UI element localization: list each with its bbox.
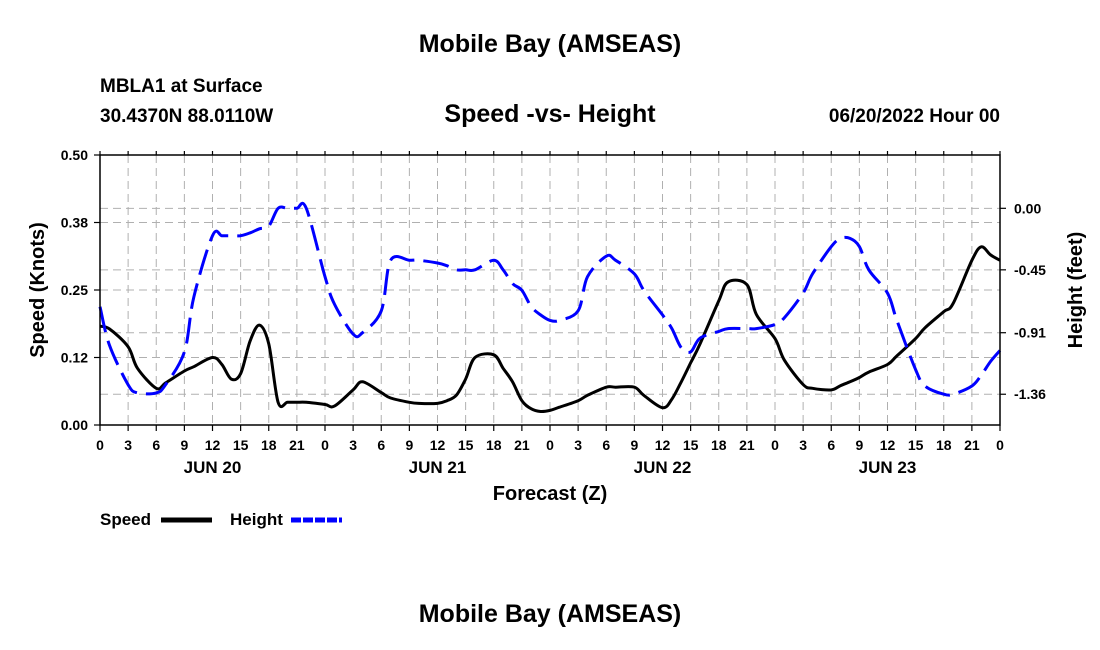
x-tick-label: 3 <box>799 437 807 453</box>
x-tick-label: 18 <box>261 437 277 453</box>
axes: 0 3 6 9 12 15 18 21 0 3 6 9 12 15 18 21 0 3 6 9 12 15 18 21 0 3 6 9… <box>27 147 1087 505</box>
x-axis-title: Forecast (Z) <box>493 483 607 505</box>
x-tick-label: 9 <box>180 437 188 453</box>
station-label: MBLA1 at Surface <box>100 76 263 97</box>
y2-tick-label: -0.91 <box>1014 325 1046 341</box>
y-tick-label: 0.12 <box>61 350 88 366</box>
y2-tick-label: -1.36 <box>1014 386 1046 402</box>
legend-height-label: Height <box>230 510 283 529</box>
grid-lines <box>100 155 1000 425</box>
x-tick-label: 3 <box>574 437 582 453</box>
footer-title: Mobile Bay (AMSEAS) <box>418 600 682 628</box>
x-tick-label: 12 <box>430 437 446 453</box>
x-tick-label: 6 <box>152 437 160 453</box>
legend-speed-label: Speed <box>100 510 151 529</box>
legend: Speed Height <box>100 510 342 529</box>
x-tick-label: 0 <box>771 437 779 453</box>
chart-subtitle: Speed -vs- Height <box>444 100 656 128</box>
x-tick-label: 6 <box>602 437 610 453</box>
x-tick-label: 0 <box>321 437 329 453</box>
x-tick-label: 3 <box>349 437 357 453</box>
x-tick-label: 18 <box>486 437 502 453</box>
x-tick-label: 21 <box>964 437 980 453</box>
x-tick-label: 21 <box>514 437 530 453</box>
series-height-line <box>98 201 1002 397</box>
y-axis-title: Speed (Knots) <box>27 222 49 358</box>
x-tick-label: 12 <box>655 437 671 453</box>
x-tick-label: 15 <box>458 437 474 453</box>
day-label: JUN 22 <box>634 458 692 477</box>
station-coordinates: 30.4370N 88.0110W <box>100 106 274 127</box>
day-label: JUN 21 <box>409 458 467 477</box>
day-label: JUN 23 <box>859 458 917 477</box>
x-tick-label: 9 <box>405 437 413 453</box>
chart-main-title: Mobile Bay (AMSEAS) <box>418 30 682 58</box>
y-tick-label: 0.25 <box>61 282 88 298</box>
x-tick-label: 9 <box>855 437 863 453</box>
x-tick-label: 0 <box>996 437 1004 453</box>
x-tick-label: 0 <box>546 437 554 453</box>
y-tick-label: 0.00 <box>61 417 88 433</box>
y-tick-label: 0.38 <box>61 215 88 231</box>
forecast-datetime: 06/20/2022 Hour 00 <box>828 106 1000 127</box>
y2-tick-label: -0.45 <box>1014 262 1046 278</box>
y2-axis-title: Height (feet) <box>1065 232 1087 349</box>
x-tick-label: 21 <box>289 437 305 453</box>
x-tick-label: 18 <box>711 437 727 453</box>
x-tick-label: 15 <box>683 437 699 453</box>
x-tick-label: 15 <box>908 437 924 453</box>
x-tick-label: 12 <box>880 437 896 453</box>
x-tick-label: 18 <box>936 437 952 453</box>
series-speed-line <box>99 245 1001 414</box>
x-tick-label: 3 <box>124 437 132 453</box>
day-label: JUN 20 <box>184 458 242 477</box>
y-tick-label: 0.50 <box>61 147 88 163</box>
x-tick-label: 6 <box>827 437 835 453</box>
series-lines <box>98 201 1002 414</box>
x-tick-label: 9 <box>630 437 638 453</box>
x-tick-label: 15 <box>233 437 249 453</box>
x-tick-label: 6 <box>377 437 385 453</box>
x-tick-label: 12 <box>205 437 221 453</box>
y2-tick-label: 0.00 <box>1014 200 1041 216</box>
x-tick-label: 0 <box>96 437 104 453</box>
x-tick-label: 21 <box>739 437 755 453</box>
